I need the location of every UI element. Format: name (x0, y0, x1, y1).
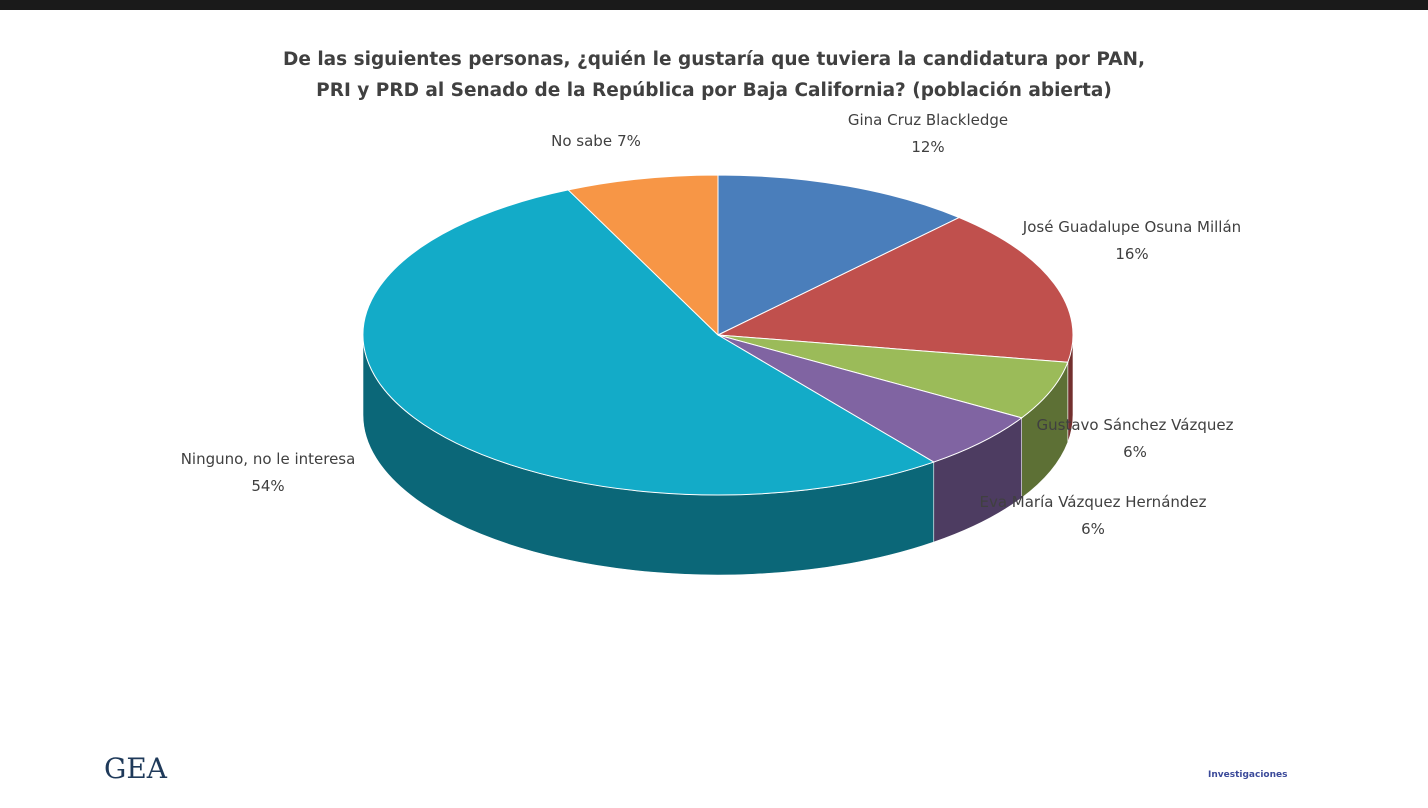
top-bar (0, 0, 1428, 10)
category-label: No sabe (551, 132, 612, 150)
data-label: Gustavo Sánchez Vázquez 6% (1037, 416, 1234, 461)
value-label: 6% (1081, 520, 1105, 538)
slice (717, 334, 1023, 463)
slice (362, 189, 935, 496)
slice (717, 174, 961, 336)
category-label: Gina Cruz Blackledge (848, 111, 1008, 129)
category-label: Ninguno, no le interesa (181, 450, 356, 468)
category-label: José Guadalupe Osuna Millán (1022, 218, 1241, 236)
logo-right: Investigaciones (1208, 770, 1288, 780)
data-label: Gina Cruz Blackledge 12% (848, 111, 1008, 156)
value-label: 16% (1115, 245, 1148, 263)
slice (717, 334, 1069, 419)
category-label: Gustavo Sánchez Vázquez (1037, 416, 1234, 434)
logo-left: GEA (104, 752, 168, 785)
data-label: Eva María Vázquez Hernández 6% (979, 493, 1206, 538)
slice (716, 217, 1074, 363)
slice (567, 174, 719, 337)
chart-title: De las siguientes personas, ¿quién le gu… (282, 49, 1146, 101)
data-label: No sabe 7% (551, 132, 641, 150)
value-label: 12% (911, 138, 944, 156)
value-label: 54% (251, 477, 284, 495)
data-label: José Guadalupe Osuna Millán 16% (1022, 218, 1241, 263)
value-label: 7% (617, 132, 641, 150)
data-label: Ninguno, no le interesa 54% (181, 450, 356, 495)
category-label: Eva María Vázquez Hernández (979, 493, 1206, 511)
value-label: 6% (1123, 443, 1147, 461)
